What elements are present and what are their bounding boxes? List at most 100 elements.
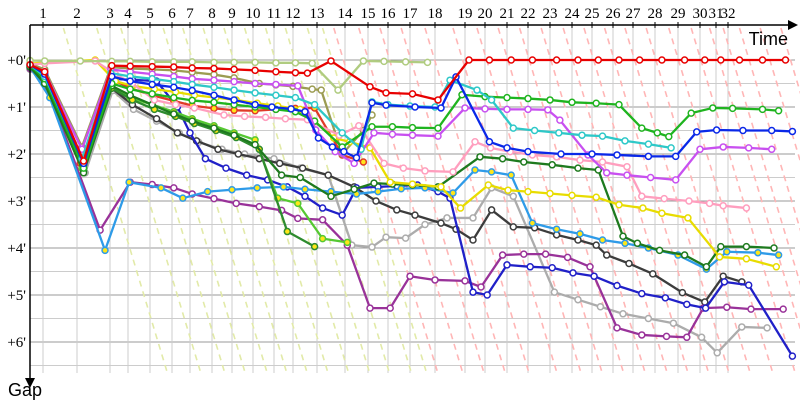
series-red-marker: [210, 64, 218, 73]
series-yellow-line[interactable]: [29, 58, 777, 268]
series-gray-marker: [644, 314, 653, 323]
x-tick-label-17: 17: [403, 6, 419, 22]
series-cyan-marker: [621, 137, 629, 145]
series-purple-marker: [747, 305, 755, 313]
x-axis-title: Time: [749, 29, 788, 49]
series-red-marker: [717, 56, 725, 64]
series-royal-blue-marker: [485, 138, 494, 146]
series-dark-green-marker: [680, 251, 689, 259]
series-pink-marker: [449, 168, 457, 176]
x-tick-label-4: 4: [124, 6, 132, 22]
series-pale-green-marker: [251, 58, 259, 67]
x-tick-label-30: 30: [693, 6, 708, 22]
series-violet-marker: [696, 145, 704, 154]
series-gray-marker: [574, 295, 582, 304]
series-purple-marker: [779, 305, 787, 313]
series-violet-marker: [671, 176, 680, 184]
series-sky-blue-marker: [552, 225, 561, 233]
x-tick-label-29: 29: [671, 6, 686, 22]
series-dark-green-marker: [717, 242, 725, 251]
series-cyan-marker: [598, 132, 607, 140]
x-tick-label-12: 12: [286, 6, 301, 22]
series-gray-marker: [401, 234, 410, 242]
x-tick-label-8: 8: [208, 6, 216, 22]
series-black-marker: [152, 115, 161, 123]
series-black-line[interactable]: [29, 66, 743, 304]
series-purple-marker: [477, 283, 485, 291]
series-purple-marker: [431, 276, 439, 284]
x-tick-label-31: 31: [709, 6, 724, 22]
series-dark-green-marker: [619, 232, 627, 240]
series-navy-marker: [483, 291, 491, 299]
series-royal-blue-marker: [557, 150, 565, 158]
series-red-marker: [366, 83, 374, 91]
series-purple-marker: [586, 263, 594, 271]
x-tick-label-9: 9: [228, 6, 236, 22]
series-sky-blue-marker: [487, 168, 496, 176]
series-royal-blue-marker: [644, 152, 653, 161]
series-yellow-marker: [592, 193, 600, 201]
series-green-marker: [170, 93, 178, 102]
series-pale-green-marker: [188, 58, 196, 66]
x-tick-label-27: 27: [626, 6, 642, 22]
series-green-marker: [638, 124, 646, 132]
series-royal-blue-marker: [328, 143, 337, 151]
series-khaki-marker: [308, 85, 316, 93]
series-navy-marker: [720, 278, 729, 286]
series-green-marker: [388, 122, 397, 131]
series-bright-green-marker: [294, 199, 302, 208]
series-navy-marker: [242, 171, 251, 179]
series-pale-green-marker: [334, 86, 342, 94]
x-tick-label-15: 15: [361, 6, 376, 22]
series-purple-marker: [386, 304, 394, 312]
series-sky-blue-marker: [507, 171, 515, 179]
x-tick-label-2: 2: [73, 6, 81, 22]
series-royal-blue-marker: [352, 154, 361, 162]
series-gray-marker: [550, 288, 559, 296]
series-purple-line[interactable]: [29, 67, 784, 339]
series-navy-marker: [683, 300, 691, 309]
series-green-marker: [709, 104, 717, 112]
series-gray-line[interactable]: [29, 68, 768, 354]
series-red-marker: [507, 56, 515, 64]
series-purple-marker: [461, 277, 469, 285]
series-red-marker: [79, 157, 88, 165]
series-red-marker: [170, 63, 178, 71]
series-royal-blue-marker: [314, 134, 323, 142]
x-tick-label-16: 16: [381, 6, 397, 22]
series-dark-green-marker: [170, 110, 178, 118]
series-pink-marker: [281, 115, 290, 123]
series-pink-marker: [576, 156, 584, 164]
series-dark-green-marker: [350, 185, 358, 193]
series-green-marker: [368, 122, 376, 131]
series-purple-marker: [638, 331, 646, 339]
series-black-marker: [275, 159, 284, 168]
series-purple-marker: [520, 250, 528, 258]
series-dark-green-marker: [296, 173, 304, 182]
series-red-marker: [635, 56, 644, 64]
series-pink-marker: [623, 162, 631, 171]
x-tick-label-5: 5: [146, 6, 154, 22]
series-green-marker: [408, 123, 417, 132]
series-cyan-marker: [338, 129, 346, 137]
series-royal-blue-marker: [251, 100, 259, 109]
series-yellow-marker: [484, 181, 493, 189]
series-orange-red-marker: [210, 104, 218, 113]
series-royal-blue-marker: [503, 144, 511, 152]
series-purple-marker: [210, 194, 218, 203]
lap-reference-dashed-line-late: [759, 27, 800, 163]
series-navy-marker: [301, 192, 309, 201]
x-tick-label-1: 1: [39, 6, 47, 22]
series-sky-blue-marker: [576, 230, 584, 238]
series-sky-blue-marker: [754, 248, 762, 257]
series-yellow-marker: [546, 189, 554, 198]
series-pale-green-marker: [423, 58, 432, 67]
series-royal-blue-marker: [767, 126, 776, 135]
series-red-marker: [658, 56, 666, 64]
series-navy-marker: [744, 281, 753, 289]
series-cyan-marker: [473, 86, 481, 94]
series-pale-green-marker: [380, 57, 388, 66]
series-red-marker: [272, 68, 280, 76]
series-purple-marker: [662, 332, 671, 341]
series-sky-blue-marker: [723, 248, 731, 256]
